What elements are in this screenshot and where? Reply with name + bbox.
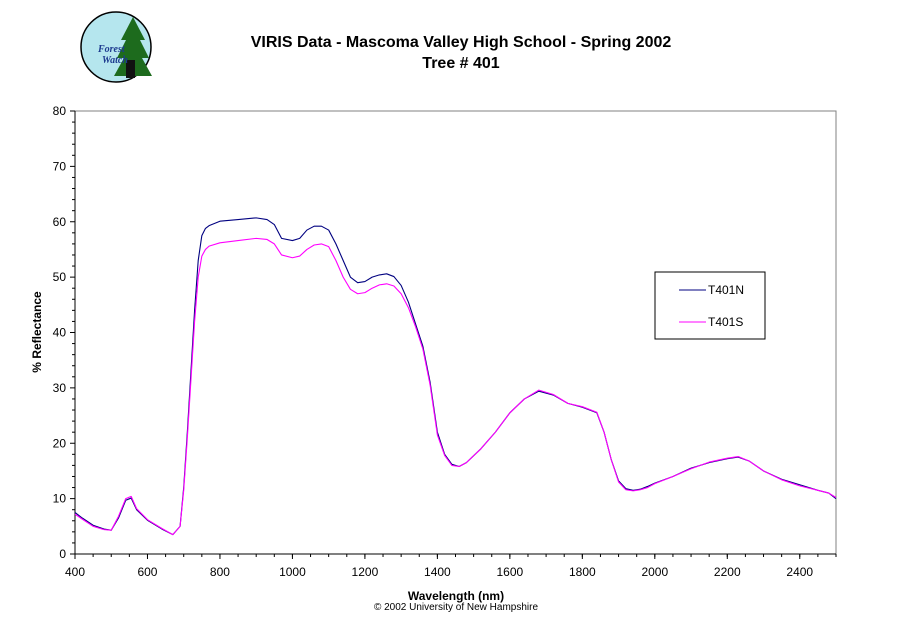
- logo-text-line1: Forest: [97, 44, 126, 55]
- legend: T401N T401S: [654, 271, 766, 340]
- x-tick-label: 1400: [424, 565, 451, 579]
- axes: 0 10 20 30 40 50 60 70 80 400 600 800 1000 1200 1400 16…: [53, 104, 837, 579]
- y-tick-label: 80: [53, 104, 67, 118]
- x-tick-label: 1800: [569, 565, 596, 579]
- y-axis-label: % Reflectance: [30, 291, 44, 373]
- x-tick-label: 600: [137, 565, 157, 579]
- chart-subtitle: Tree # 401: [422, 55, 500, 72]
- x-tick-label: 400: [65, 565, 85, 579]
- y-tick-label: 50: [53, 270, 67, 284]
- x-tick-label: 2200: [714, 565, 741, 579]
- legend-box: [654, 271, 766, 340]
- x-tick-label: 2400: [786, 565, 813, 579]
- y-tick-label: 0: [59, 547, 66, 561]
- legend-label-t401s: T401S: [708, 315, 743, 329]
- forest-watch-logo: Forest Watch: [80, 11, 152, 83]
- x-tick-label: 800: [210, 565, 230, 579]
- y-tick-label: 40: [53, 326, 67, 340]
- series-layer: [74, 217, 837, 536]
- y-tick-label: 10: [53, 492, 67, 506]
- x-tick-label: 1000: [279, 565, 306, 579]
- tree-icon: [114, 17, 152, 78]
- x-tick-label: 1200: [352, 565, 379, 579]
- logo-text-line2: Watch: [102, 55, 128, 66]
- y-tick-label: 60: [53, 215, 67, 229]
- y-tick-label: 30: [53, 381, 67, 395]
- chart-title: VIRIS Data - Mascoma Valley High School …: [251, 34, 672, 51]
- x-tick-label: 1600: [497, 565, 524, 579]
- y-tick-label: 70: [53, 159, 67, 173]
- legend-label-t401n: T401N: [708, 283, 744, 297]
- x-axis-label: Wavelength (nm): [408, 589, 504, 603]
- x-tick-label: 2000: [641, 565, 668, 579]
- copyright-notice: © 2002 University of New Hampshire: [374, 602, 539, 613]
- series-line-t401s: [74, 237, 837, 536]
- y-tick-label: 20: [53, 436, 67, 450]
